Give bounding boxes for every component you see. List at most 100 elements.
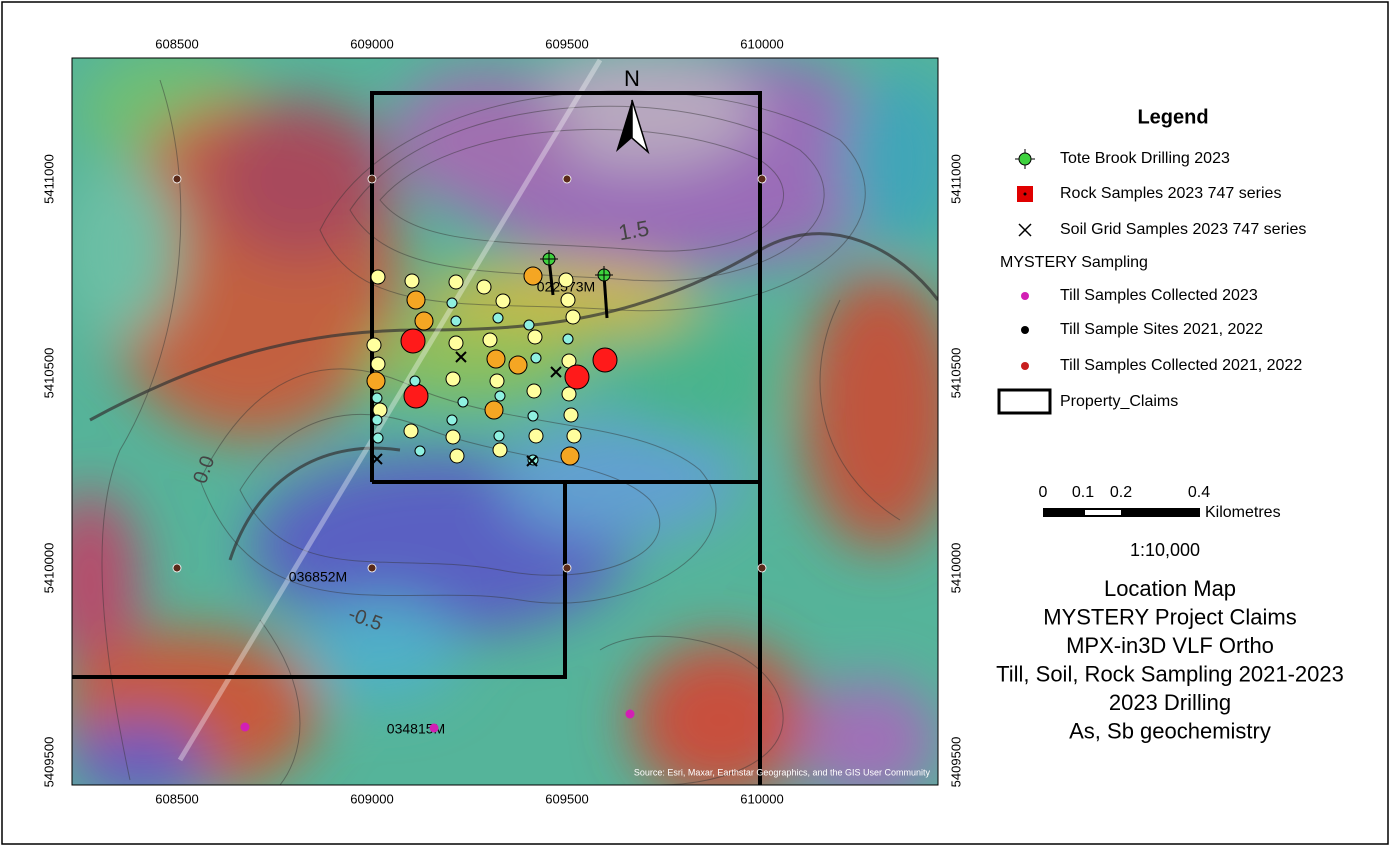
soil-sample-low	[562, 333, 574, 345]
legend-rock-dot	[1023, 192, 1027, 196]
grid-cross	[172, 563, 182, 573]
easting-label: 608500	[155, 36, 198, 51]
legend-label: Property_Claims	[1060, 393, 1178, 410]
soil-sample-very-high	[564, 364, 590, 390]
claim-label: 036852M	[289, 569, 347, 585]
map-frame	[72, 58, 938, 785]
scale-tick: 0.2	[1110, 484, 1132, 501]
legend-label: MYSTERY Sampling	[1000, 254, 1148, 271]
soil-sample-low	[371, 392, 383, 404]
soil-sample-high	[366, 371, 386, 391]
soil-sample	[527, 329, 543, 345]
soil-sample	[403, 423, 419, 439]
soil-sample-low	[446, 297, 458, 309]
soil-sample-low	[527, 410, 539, 422]
soil-sample	[566, 428, 582, 444]
soil-sample-low	[530, 352, 542, 364]
easting-label: 610000	[740, 36, 783, 51]
soil-sample-high	[486, 349, 506, 369]
legend-label: Till Sample Sites 2021, 2022	[1060, 321, 1263, 338]
soil-sample-high	[406, 290, 426, 310]
till-sample-2023	[625, 709, 635, 719]
property-claims	[72, 91, 762, 785]
easting-label: 609500	[545, 791, 588, 806]
soil-sample-low	[523, 319, 535, 331]
soil-sample	[366, 337, 382, 353]
map-title: As, Sb geochemistry	[1069, 718, 1271, 743]
grid-cross	[172, 174, 182, 184]
legend-label: Rock Samples 2023 747 series	[1060, 185, 1281, 202]
soil-sample-low	[371, 414, 383, 426]
soil-sample-very-high	[400, 328, 426, 354]
contour-label: 1.5	[616, 215, 650, 245]
soil-sample-low	[457, 396, 469, 408]
soil-sample	[448, 335, 464, 351]
soil-sample-high	[484, 400, 504, 420]
soil-sample-high	[508, 355, 528, 375]
map-title: MYSTERY Project Claims	[1043, 604, 1296, 629]
soil-sample	[370, 269, 386, 285]
easting-label: 609500	[545, 36, 588, 51]
scale-tick: 0	[1039, 484, 1048, 501]
soil-sample	[448, 274, 464, 290]
northing-label: 5410500	[948, 348, 963, 399]
legend-label: Till Samples Collected 2023	[1060, 287, 1258, 304]
soil-sample	[558, 272, 574, 288]
legend-till-sites	[1021, 326, 1029, 334]
soil-sample-low	[492, 312, 504, 324]
soil-sample-low	[414, 445, 426, 457]
scale-bar	[1043, 508, 1200, 517]
north-label: N	[624, 66, 640, 91]
soil-sample	[370, 356, 386, 372]
soil-sample	[492, 442, 508, 458]
northing-label: 5410000	[948, 543, 963, 594]
easting-label: 610000	[740, 791, 783, 806]
soil-sample	[476, 279, 492, 295]
grid-cross	[367, 174, 377, 184]
northing-label: 5410000	[41, 543, 56, 594]
soil-sample-high	[414, 311, 434, 331]
scale-tick: 0.4	[1188, 484, 1210, 501]
soil-sample-low	[450, 315, 462, 327]
legend-label: Till Samples Collected 2021, 2022	[1060, 357, 1302, 374]
soil-sample	[561, 386, 577, 402]
legend-soil-x	[1018, 223, 1032, 237]
soil-grid-x	[455, 351, 467, 363]
soil-sample-high	[560, 446, 580, 466]
legend-label: Tote Brook Drilling 2023	[1060, 150, 1230, 167]
map-title: 2023 Drilling	[1109, 690, 1231, 715]
soil-sample	[495, 293, 511, 309]
soil-sample	[482, 332, 498, 348]
soil-sample	[404, 273, 420, 289]
northing-label: 5409500	[948, 737, 963, 788]
drill-cross	[540, 250, 558, 268]
soil-grid-x	[526, 455, 538, 467]
contours	[101, 79, 901, 785]
soil-sample-low	[494, 390, 506, 402]
soil-sample	[560, 292, 576, 308]
easting-label: 608500	[155, 791, 198, 806]
soil-sample	[449, 448, 465, 464]
claim-label: 034815M	[387, 721, 445, 737]
easting-label: 609000	[350, 791, 393, 806]
soil-grid-x	[371, 453, 383, 465]
north-arrow	[616, 99, 650, 155]
road	[177, 58, 603, 762]
till-sample-2023	[429, 723, 439, 733]
soil-sample-very-high	[403, 383, 429, 409]
grid-cross	[757, 174, 767, 184]
scale-tick: 0.1	[1072, 484, 1094, 501]
grid-cross	[367, 563, 377, 573]
soil-sample	[489, 373, 505, 389]
legend-claims	[997, 388, 1052, 415]
soil-sample-low	[409, 375, 421, 387]
scale-unit: Kilometres	[1205, 504, 1281, 521]
grid-cross	[757, 563, 767, 573]
soil-sample	[445, 429, 461, 445]
map-title: Location Map	[1104, 576, 1236, 601]
soil-sample-low	[372, 432, 384, 444]
soil-sample	[528, 428, 544, 444]
legend-title: Legend	[1137, 106, 1208, 128]
legend-label: Soil Grid Samples 2023 747 series	[1060, 221, 1306, 238]
